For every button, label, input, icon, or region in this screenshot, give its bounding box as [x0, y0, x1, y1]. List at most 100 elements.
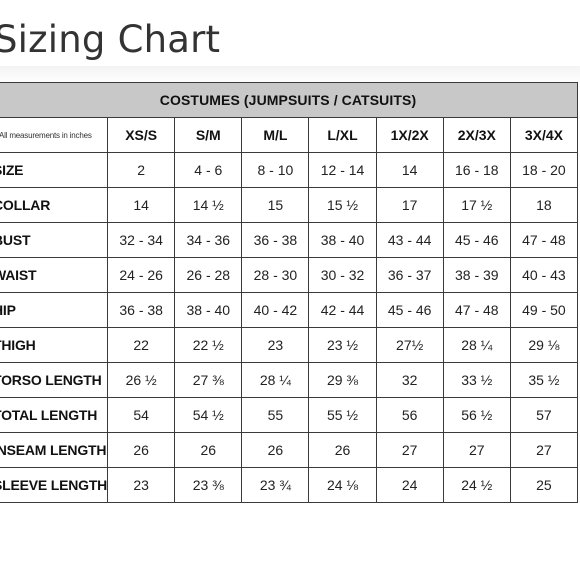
measurement-cell: 27½ [375, 327, 444, 363]
measurement-cell: 24 [375, 467, 444, 503]
measurement-cell: 32 [375, 362, 444, 398]
measurement-cell: 25 [509, 467, 579, 503]
measurement-cell: 28 - 30 [241, 257, 310, 293]
measurement-cell: 35 ½ [509, 362, 579, 398]
measurement-cell: 27 [442, 432, 511, 468]
measurement-cell: 27 ⅜ [174, 362, 243, 398]
measurement-cell: 28 ¼ [442, 327, 511, 363]
row-label: THIGH [0, 327, 109, 363]
measurement-cell: 24 ½ [442, 467, 511, 503]
measurement-cell: 54 ½ [174, 397, 243, 433]
size-header: XS/S [107, 117, 176, 153]
measurement-cell: 15 [241, 187, 310, 223]
measurement-cell: 12 - 14 [308, 152, 377, 188]
measurement-cell: 47 - 48 [509, 222, 579, 258]
measurement-cell: 26 [308, 432, 377, 468]
row-label: SIZE [0, 152, 109, 188]
measurement-cell: 24 ⅛ [308, 467, 377, 503]
measurement-cell: 16 - 18 [442, 152, 511, 188]
size-header: S/M [174, 117, 243, 153]
measurement-cell: 26 [174, 432, 243, 468]
row-label: SLEEVE LENGTH [0, 467, 109, 503]
measurement-cell: 30 - 32 [308, 257, 377, 293]
measurement-cell: 54 [107, 397, 176, 433]
table-row: INSEAM LENGTH 26 26 26 26 27 27 27 [0, 432, 579, 468]
measurement-cell: 14 [107, 187, 176, 223]
size-header: 3X/4X [509, 117, 579, 153]
size-header-row: All measurements in inches XS/S S/M M/L … [0, 117, 579, 153]
measurement-cell: 26 [241, 432, 310, 468]
measurement-cell: 22 ½ [174, 327, 243, 363]
row-label: COLLAR [0, 187, 109, 223]
measurement-cell: 56 [375, 397, 444, 433]
size-header: 2X/3X [442, 117, 511, 153]
title-divider-shade [0, 66, 580, 84]
measurement-cell: 24 - 26 [107, 257, 176, 293]
measurement-cell: 18 - 20 [509, 152, 579, 188]
measurement-cell: 47 - 48 [442, 292, 511, 328]
row-label: BUST [0, 222, 109, 258]
size-header: L/XL [308, 117, 377, 153]
measurement-cell: 23 ⅜ [174, 467, 243, 503]
measurement-cell: 40 - 43 [509, 257, 579, 293]
measurement-cell: 29 ⅜ [308, 362, 377, 398]
measurement-cell: 26 - 28 [174, 257, 243, 293]
measurement-cell: 45 - 46 [375, 292, 444, 328]
measurement-cell: 22 [107, 327, 176, 363]
measurement-cell: 38 - 40 [174, 292, 243, 328]
measurement-cell: 36 - 38 [241, 222, 310, 258]
measurement-cell: 32 - 34 [107, 222, 176, 258]
measurement-cell: 43 - 44 [375, 222, 444, 258]
measurement-cell: 56 ½ [442, 397, 511, 433]
measurement-cell: 4 - 6 [174, 152, 243, 188]
measurement-note: All measurements in inches [0, 117, 109, 153]
row-label: HIP [0, 292, 109, 328]
page-title: Sizing Chart [0, 18, 221, 61]
measurement-cell: 57 [509, 397, 579, 433]
measurement-cell: 26 [107, 432, 176, 468]
measurement-cell: 26 ½ [107, 362, 176, 398]
measurement-cell: 15 ½ [308, 187, 377, 223]
measurement-cell: 17 ½ [442, 187, 511, 223]
measurement-cell: 18 [509, 187, 579, 223]
measurement-cell: 49 - 50 [509, 292, 579, 328]
measurement-cell: 36 - 37 [375, 257, 444, 293]
measurement-cell: 2 [107, 152, 176, 188]
measurement-cell: 29 ⅛ [509, 327, 579, 363]
measurement-cell: 36 - 38 [107, 292, 176, 328]
sizing-table: COSTUMES (JUMPSUITS / CATSUITS) All meas… [0, 82, 579, 503]
measurement-cell: 42 - 44 [308, 292, 377, 328]
measurement-cell: 8 - 10 [241, 152, 310, 188]
measurement-cell: 45 - 46 [442, 222, 511, 258]
measurement-cell: 38 - 39 [442, 257, 511, 293]
row-label: WAIST [0, 257, 109, 293]
measurement-cell: 27 [509, 432, 579, 468]
measurement-cell: 55 ½ [308, 397, 377, 433]
table-row: SLEEVE LENGTH 23 23 ⅜ 23 ¾ 24 ⅛ 24 24 ½ 25 [0, 467, 579, 503]
row-label: INSEAM LENGTH [0, 432, 109, 468]
measurement-cell: 55 [241, 397, 310, 433]
measurement-cell: 38 - 40 [308, 222, 377, 258]
measurement-cell: 23 [107, 467, 176, 503]
measurement-cell: 14 ½ [174, 187, 243, 223]
table-row: TORSO LENGTH 26 ½ 27 ⅜ 28 ¼ 29 ⅜ 32 33 ½ 35 ½ [0, 362, 579, 398]
table-row: TOTAL LENGTH 54 54 ½ 55 55 ½ 56 56 ½ 57 [0, 397, 579, 433]
table-banner: COSTUMES (JUMPSUITS / CATSUITS) [0, 82, 578, 118]
measurement-cell: 28 ¼ [241, 362, 310, 398]
measurement-cell: 33 ½ [442, 362, 511, 398]
measurement-cell: 40 - 42 [241, 292, 310, 328]
row-label: TORSO LENGTH [0, 362, 109, 398]
measurement-cell: 23 ¾ [241, 467, 310, 503]
measurement-cell: 14 [375, 152, 444, 188]
size-header: M/L [241, 117, 310, 153]
measurement-cell: 27 [375, 432, 444, 468]
measurement-cell: 34 - 36 [174, 222, 243, 258]
measurement-cell: 23 ½ [308, 327, 377, 363]
